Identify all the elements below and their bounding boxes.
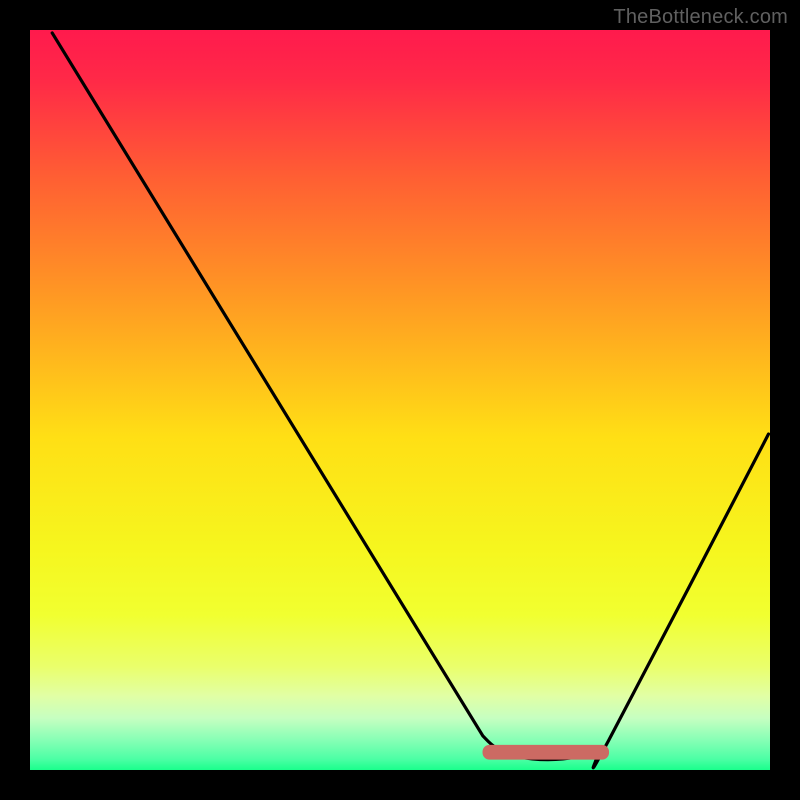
gradient-background [30,30,770,770]
plot-area [30,30,770,770]
chart-page: TheBottleneck.com [0,0,800,800]
bottleneck-chart-svg [30,30,770,770]
watermark-text: TheBottleneck.com [613,6,788,29]
optimal-zone-marker [483,745,609,759]
